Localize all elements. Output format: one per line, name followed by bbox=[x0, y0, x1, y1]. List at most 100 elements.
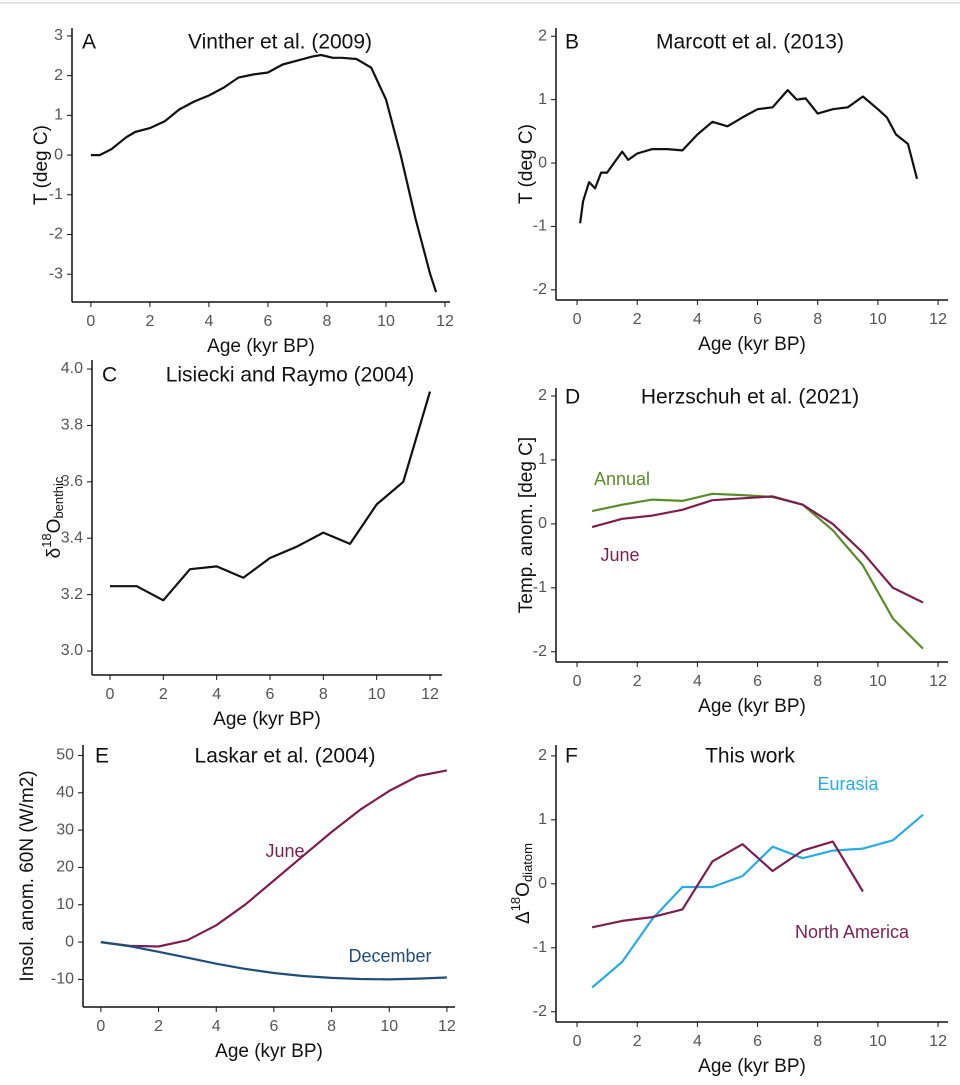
y-tick-label: 1 bbox=[538, 811, 547, 828]
y-tick-label: 2 bbox=[538, 27, 547, 44]
x-tick-label: 0 bbox=[573, 311, 582, 328]
x-tick-label: 12 bbox=[929, 1033, 947, 1050]
y-tick-label: -2 bbox=[49, 226, 63, 243]
y-tick-label: 1 bbox=[538, 451, 547, 468]
x-tick-label: 12 bbox=[438, 1018, 456, 1035]
y-tick-label: -2 bbox=[533, 643, 547, 660]
x-tick-label: 0 bbox=[573, 1033, 582, 1050]
panel-label: A bbox=[82, 31, 96, 54]
x-tick-label: 8 bbox=[322, 313, 331, 330]
y-tick-label: -1 bbox=[533, 939, 547, 956]
x-tick-label: 4 bbox=[693, 1033, 702, 1050]
y-tick-label: 0 bbox=[54, 146, 63, 163]
y-tick-label: 3.2 bbox=[61, 586, 83, 603]
y-tick-label: 3.4 bbox=[61, 529, 83, 546]
y-tick-label: 30 bbox=[56, 821, 74, 838]
y-tick-label: 3.6 bbox=[61, 473, 83, 490]
data-line bbox=[579, 89, 919, 224]
panel-title: Lisiecki and Raymo (2004) bbox=[166, 364, 415, 387]
y-axis-title-part: 18 bbox=[508, 897, 523, 911]
y-tick-label: 3.0 bbox=[61, 642, 83, 659]
x-tick-label: 6 bbox=[269, 1018, 278, 1035]
series-label: December bbox=[348, 946, 431, 966]
y-axis-title-part: δ bbox=[44, 548, 65, 559]
y-axis-title-part: benthic bbox=[51, 476, 66, 518]
x-axis-title: Age (kyr BP) bbox=[215, 1041, 323, 1062]
x-tick-label: 10 bbox=[869, 311, 887, 328]
y-tick-label: 0 bbox=[65, 933, 74, 950]
x-tick-label: 8 bbox=[327, 1018, 336, 1035]
panel-title: Marcott et al. (2013) bbox=[656, 31, 844, 54]
x-tick-label: 8 bbox=[813, 673, 822, 690]
y-tick-label: 3 bbox=[54, 27, 63, 44]
x-tick-label: 4 bbox=[693, 673, 702, 690]
x-tick-label: 2 bbox=[154, 1018, 163, 1035]
y-axis-title-part: Δ bbox=[513, 911, 534, 924]
panel-label: C bbox=[102, 364, 117, 387]
y-tick-label: 50 bbox=[56, 747, 74, 764]
panel-label: F bbox=[565, 745, 578, 768]
x-tick-label: 10 bbox=[869, 673, 887, 690]
x-tick-label: 8 bbox=[813, 1033, 822, 1050]
x-tick-label: 4 bbox=[212, 686, 221, 703]
x-tick-label: 12 bbox=[421, 686, 439, 703]
y-axis-title: Temp. anom. [deg C] bbox=[516, 437, 537, 613]
x-tick-label: 2 bbox=[633, 1033, 642, 1050]
x-tick-label: 10 bbox=[869, 1033, 887, 1050]
y-tick-label: -10 bbox=[51, 971, 74, 988]
panel-title: Vinther et al. (2009) bbox=[188, 31, 372, 54]
x-tick-label: 0 bbox=[106, 686, 115, 703]
y-tick-label: 1 bbox=[538, 91, 547, 108]
y-tick-label: 40 bbox=[56, 784, 74, 801]
x-tick-label: 0 bbox=[96, 1018, 105, 1035]
x-tick-label: 10 bbox=[377, 313, 395, 330]
x-tick-label: 2 bbox=[633, 311, 642, 328]
series-label: North America bbox=[795, 922, 910, 942]
panel-label: B bbox=[565, 31, 579, 54]
x-tick-label: 0 bbox=[86, 313, 95, 330]
y-tick-label: -2 bbox=[533, 281, 547, 298]
y-tick-label: -1 bbox=[533, 218, 547, 235]
series-label: Annual bbox=[594, 469, 650, 489]
y-tick-label: 20 bbox=[56, 859, 74, 876]
panel-title: Laskar et al. (2004) bbox=[195, 745, 376, 768]
data-line bbox=[100, 769, 448, 948]
x-axis-title: Age (kyr BP) bbox=[207, 336, 315, 357]
x-tick-label: 12 bbox=[929, 673, 947, 690]
y-tick-label: 10 bbox=[56, 896, 74, 913]
y-axis-title: T (deg C) bbox=[31, 125, 52, 205]
panel-title: This work bbox=[705, 745, 795, 768]
panel-label: D bbox=[565, 386, 580, 409]
x-tick-label: 4 bbox=[204, 313, 213, 330]
data-line bbox=[591, 495, 924, 604]
y-axis-title-part: 18 bbox=[39, 533, 54, 547]
x-tick-label: 6 bbox=[753, 1033, 762, 1050]
x-tick-label: 12 bbox=[929, 311, 947, 328]
data-line bbox=[90, 53, 438, 293]
y-axis-title: T (deg C) bbox=[516, 124, 537, 204]
panel-label: E bbox=[95, 745, 109, 768]
y-tick-label: 2 bbox=[54, 67, 63, 84]
y-tick-label: 0 bbox=[538, 875, 547, 892]
x-tick-label: 2 bbox=[159, 686, 168, 703]
series-label: Eurasia bbox=[817, 774, 879, 794]
x-tick-label: 8 bbox=[813, 311, 822, 328]
x-tick-label: 6 bbox=[753, 673, 762, 690]
y-tick-label: 0 bbox=[538, 154, 547, 171]
y-tick-label: 0 bbox=[538, 515, 547, 532]
x-tick-label: 6 bbox=[263, 313, 272, 330]
y-tick-label: 4.0 bbox=[61, 360, 83, 377]
x-tick-label: 4 bbox=[693, 311, 702, 328]
panel-title: Herzschuh et al. (2021) bbox=[641, 386, 859, 409]
y-tick-label: 2 bbox=[538, 387, 547, 404]
x-tick-label: 6 bbox=[753, 311, 762, 328]
x-tick-label: 2 bbox=[145, 313, 154, 330]
data-line bbox=[110, 391, 432, 602]
x-tick-label: 2 bbox=[633, 673, 642, 690]
x-tick-label: 12 bbox=[436, 313, 454, 330]
x-tick-label: 4 bbox=[212, 1018, 221, 1035]
x-tick-label: 6 bbox=[266, 686, 275, 703]
series-label: June bbox=[265, 841, 304, 861]
x-tick-label: 10 bbox=[380, 1018, 398, 1035]
